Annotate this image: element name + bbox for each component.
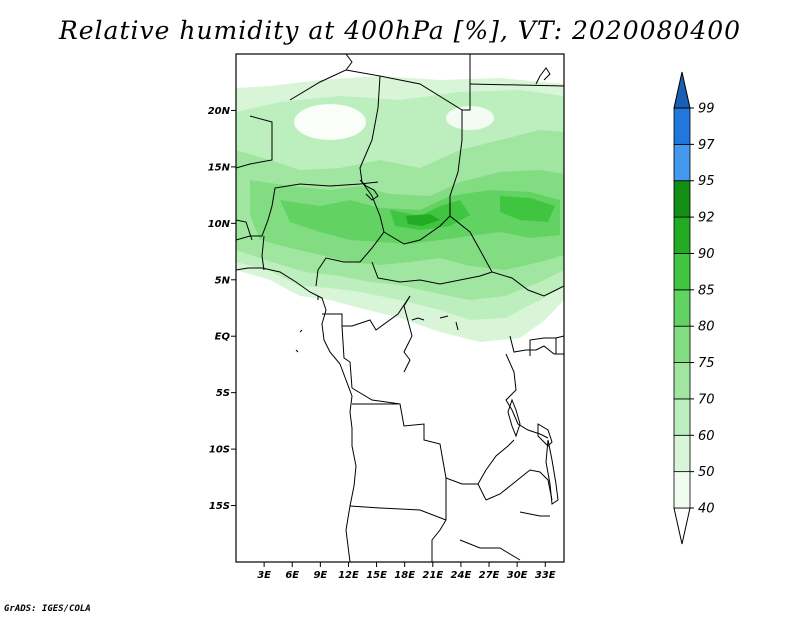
lon-tick-label: 30E xyxy=(507,570,528,581)
colorbar-above-arrow xyxy=(673,71,691,109)
lat-tick-label: 20N xyxy=(208,106,231,117)
colorbar-label: 75 xyxy=(698,356,715,371)
credit-text: GrADS: IGES/COLA xyxy=(4,604,91,614)
colorbar-segment xyxy=(673,289,691,327)
border xyxy=(236,219,253,241)
colorbar-below-arrow xyxy=(673,507,691,545)
lake xyxy=(537,423,553,447)
colorbar-segment xyxy=(673,253,691,291)
colorbar-segment xyxy=(673,362,691,400)
border xyxy=(529,337,557,356)
lake xyxy=(545,439,559,505)
lat-tick-label: 10N xyxy=(208,219,231,230)
colorbar-label: 99 xyxy=(698,102,715,117)
border xyxy=(359,179,379,201)
colorbar: 40 50 60 70 75 80 85 90 92 95 97 99 xyxy=(673,71,715,545)
lon-tick-label: 27E xyxy=(479,570,500,581)
lake xyxy=(507,398,521,438)
border xyxy=(459,539,521,561)
longitude-axis: 3E 6E 9E 12E 15E 18E 21E 24E 27E 30E 33E xyxy=(257,562,556,581)
border xyxy=(505,353,549,439)
humidity-contour-85b xyxy=(500,196,555,222)
colorbar-label: 85 xyxy=(698,283,715,298)
chart-title: Relative humidity at 400hPa [%], VT: 202… xyxy=(58,16,742,45)
lat-tick-label: EQ xyxy=(215,332,231,343)
border xyxy=(431,478,447,562)
border xyxy=(345,69,381,183)
colorbar-segment xyxy=(673,434,691,473)
colorbar-segment xyxy=(673,398,691,436)
border xyxy=(261,235,265,271)
border xyxy=(383,215,451,245)
border xyxy=(341,325,353,389)
border xyxy=(535,67,551,85)
colorbar-label: 50 xyxy=(698,465,715,480)
border xyxy=(236,115,273,169)
lon-tick-label: 3E xyxy=(257,570,271,581)
border xyxy=(477,439,515,485)
lat-tick-label: 15N xyxy=(208,162,231,173)
country-borders xyxy=(236,54,564,562)
latitude-axis: 20N 15N 10N 5N EQ 5S 10S 15S xyxy=(208,106,236,512)
lon-tick-label: 9E xyxy=(313,570,327,581)
lat-tick-label: 15S xyxy=(209,501,230,512)
colorbar-segment xyxy=(673,471,691,509)
humidity-contour-90 xyxy=(406,214,440,226)
colorbar-segment xyxy=(673,107,691,145)
border xyxy=(403,295,413,373)
border xyxy=(555,335,564,339)
colorbar-segment xyxy=(673,325,691,363)
dry-pocket xyxy=(294,104,366,140)
lon-tick-label: 33E xyxy=(535,570,556,581)
plot-frame xyxy=(235,53,565,563)
colorbar-label: 60 xyxy=(698,429,715,444)
border xyxy=(379,75,564,297)
colorbar-label: 92 xyxy=(698,211,715,226)
lon-tick-label: 18E xyxy=(394,570,415,581)
lat-tick-label: 5N xyxy=(215,275,231,286)
colorbar-segment xyxy=(673,143,691,182)
border xyxy=(322,295,411,331)
colorbar-label: 90 xyxy=(698,247,715,262)
border xyxy=(485,469,553,501)
lon-tick-label: 6E xyxy=(285,570,299,581)
lat-tick-label: 10S xyxy=(209,445,230,456)
border xyxy=(462,54,471,111)
colorbar-label: 97 xyxy=(698,138,715,153)
border xyxy=(351,387,487,501)
lon-tick-label: 21E xyxy=(422,570,443,581)
colorbar-label: 40 xyxy=(698,502,715,517)
africa-west-coastline xyxy=(236,267,357,562)
colorbar-label: 80 xyxy=(698,320,715,335)
colorbar-label: 70 xyxy=(698,392,715,407)
border xyxy=(469,83,564,87)
border xyxy=(236,181,379,241)
border xyxy=(315,181,385,287)
colorbar-segment xyxy=(673,180,691,218)
border xyxy=(509,335,564,355)
border xyxy=(519,511,550,517)
colorbar-segment xyxy=(673,216,691,254)
border xyxy=(371,261,493,285)
coast-islands xyxy=(295,296,459,353)
lon-tick-label: 12E xyxy=(338,570,359,581)
lon-tick-label: 24E xyxy=(451,570,472,581)
dry-pocket xyxy=(446,106,494,130)
lat-tick-label: 5S xyxy=(216,388,230,399)
border xyxy=(349,505,447,521)
colorbar-label: 95 xyxy=(698,174,715,189)
lon-tick-label: 15E xyxy=(366,570,387,581)
humidity-field xyxy=(236,76,564,342)
